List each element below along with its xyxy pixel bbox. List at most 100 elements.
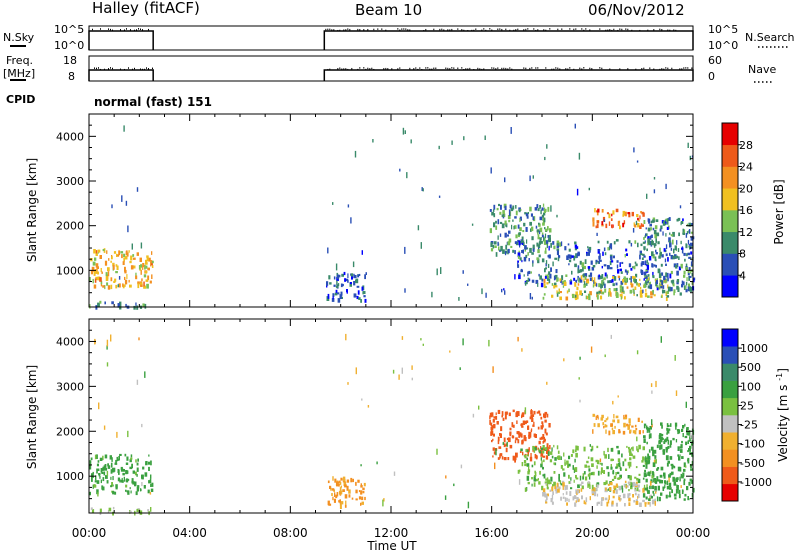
power-cell: [649, 223, 652, 227]
velocity-cell: [531, 483, 533, 487]
power-cell: [599, 289, 603, 294]
power-cell: [639, 215, 641, 220]
velocity-cell: [691, 452, 694, 457]
freq-dot: [583, 67, 585, 69]
velocity-cell: [546, 449, 548, 454]
velocity-cell: [674, 481, 676, 485]
velocity-cell: [687, 459, 690, 464]
velocity-cell: [360, 485, 363, 488]
velocity-cell: [336, 481, 339, 487]
velocity-cell: [340, 477, 343, 481]
power-cell: [147, 275, 150, 281]
power-cell: [93, 249, 96, 254]
power-cell: [620, 271, 623, 274]
velocity-cell: [575, 449, 577, 453]
power-cell: [345, 278, 349, 282]
velocity-cell: [462, 338, 464, 346]
freq-dot: [501, 67, 503, 70]
power-cell: [601, 291, 605, 295]
velocity-cell: [129, 466, 133, 470]
velocity-cell: [543, 414, 546, 419]
power-cell: [119, 306, 122, 310]
power-cell: [95, 263, 99, 268]
power-cell: [641, 257, 644, 260]
velocity-cell: [656, 496, 659, 502]
power-cell: [610, 243, 613, 250]
velocity-cell: [585, 497, 588, 502]
velocity-cell: [546, 446, 549, 452]
power-cell: [138, 265, 141, 270]
power-cell: [141, 278, 143, 282]
velocity-cell: [125, 489, 127, 492]
power-cell: [628, 277, 631, 280]
velocity-cell: [334, 492, 336, 497]
nsky-dot: [343, 29, 345, 31]
velocity-cell: [110, 469, 113, 474]
power-cell: [588, 246, 592, 251]
power-cell: [537, 208, 540, 212]
velocity-cell: [626, 423, 629, 427]
velocity-cell: [96, 468, 98, 474]
power-cell: [615, 287, 618, 292]
power-cell: [510, 207, 514, 212]
velocity-cell: [492, 433, 495, 437]
freq-dot: [413, 68, 415, 70]
nsky-dot: [497, 28, 499, 31]
velocity-cell: [517, 336, 519, 342]
power-cell: [543, 236, 545, 241]
power-cell: [559, 242, 562, 247]
power-cell: [327, 293, 330, 299]
velocity-y-tick-label: 1000: [56, 470, 84, 483]
velocity-cell: [135, 459, 137, 463]
nsky-dot: [457, 28, 459, 30]
power-cell: [495, 225, 498, 230]
velocity-cell: [604, 454, 607, 459]
power-cell: [342, 283, 344, 287]
power-cell: [628, 212, 631, 218]
nsky-dot: [515, 29, 517, 31]
velocity-cell: [600, 417, 604, 421]
velocity-cell: [90, 457, 93, 461]
power-cell: [564, 246, 567, 251]
power-cell: [630, 283, 634, 288]
power-cell: [529, 247, 532, 253]
velocity-cell: [596, 482, 600, 486]
power-cell: [347, 273, 349, 278]
power-cell: [515, 205, 517, 209]
power-cell: [96, 266, 99, 269]
power-cell: [531, 226, 534, 232]
power-cell: [667, 277, 669, 282]
power-cell: [130, 265, 134, 270]
velocity-cell: [649, 501, 651, 507]
velocity-cell: [687, 496, 689, 500]
velocity-cell: [98, 473, 101, 475]
velocity-cell: [607, 499, 610, 504]
velocity-cell: [650, 470, 652, 474]
velocity-cell: [147, 509, 150, 512]
power-cell: [511, 224, 513, 230]
power-cell: [612, 210, 615, 215]
velocity-cell: [545, 478, 548, 481]
velocity-cell: [636, 350, 639, 355]
velocity-cell: [612, 489, 616, 494]
velocity-cell: [634, 430, 637, 435]
power-cell: [656, 284, 659, 288]
freq-dot: [589, 67, 591, 70]
power-cell: [527, 252, 529, 256]
freq-dot: [495, 68, 497, 70]
velocity-cell: [654, 459, 657, 464]
velocity-cell: [544, 447, 548, 451]
velocity-cell: [572, 449, 575, 454]
velocity-cell: [631, 447, 633, 450]
power-cell: [350, 273, 354, 277]
velocity-cell: [649, 433, 652, 439]
power-cell: [567, 254, 571, 259]
velocity-cell: [666, 462, 669, 467]
velocity-cell: [611, 500, 614, 505]
power-cell: [611, 260, 614, 263]
power-cell: [568, 259, 572, 263]
power-cell: [105, 272, 108, 277]
power-cell: [493, 213, 496, 218]
velocity-cell: [141, 482, 143, 487]
